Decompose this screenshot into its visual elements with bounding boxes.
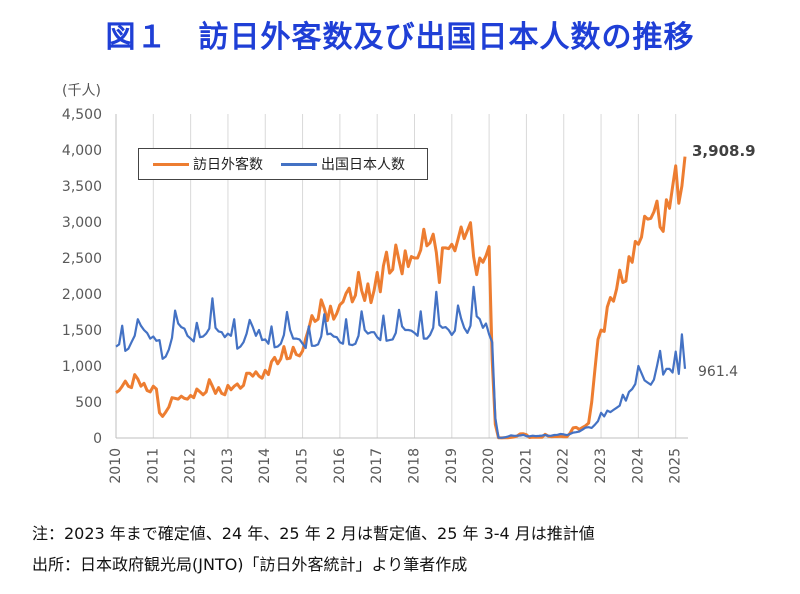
y-tick-label: 2,500 <box>62 251 102 267</box>
y-tick-label: 1,500 <box>62 323 102 339</box>
note-line-2: 出所：日本政府観光局(JNTO)「訪日外客統計」より筆者作成 <box>32 555 468 574</box>
x-tick-label: 2018 <box>406 448 422 484</box>
legend-item-inbound: 訪日外客数 <box>153 154 263 174</box>
y-tick-label: 3,500 <box>62 179 102 195</box>
x-tick-label: 2011 <box>145 448 161 484</box>
legend-swatch-outbound <box>281 162 317 166</box>
end-label-outbound: 961.4 <box>698 364 739 380</box>
x-tick-label: 2017 <box>369 448 385 484</box>
y-tick-label: 3,000 <box>62 215 102 231</box>
x-tick-label: 2014 <box>257 448 273 484</box>
chart-legend: 訪日外客数 出国日本人数 <box>138 148 428 180</box>
x-tick-label: 2013 <box>220 448 236 484</box>
axis-layer: 0 500 1,000 1,500 2,000 2,500 3,000 3,500 4,000 4… <box>62 107 688 484</box>
x-tick-label: 2023 <box>593 448 609 484</box>
chart-title: 図１ 訪日外客数及び出国日本人数の推移 <box>105 20 695 55</box>
y-tick-label: 500 <box>75 395 102 411</box>
x-tick-label: 2024 <box>630 448 646 484</box>
x-tick-label: 2022 <box>556 448 572 484</box>
series-layer <box>115 156 687 440</box>
x-tick-label: 2025 <box>668 448 684 484</box>
y-tick-label: 1,000 <box>62 359 102 375</box>
y-axis-unit-label: (千人) <box>62 83 101 99</box>
series-line-inbound <box>115 156 687 440</box>
note-line-1: 注：2023 年まで確定値、24 年、25 年 2 月は暫定値、25 年 3-4… <box>32 524 595 543</box>
x-tick-label: 2020 <box>481 448 497 484</box>
y-tick-label: 0 <box>93 431 102 447</box>
x-tick-label: 2015 <box>295 448 311 484</box>
y-tick-label: 2,000 <box>62 287 102 303</box>
series-line-outbound <box>115 285 687 439</box>
legend-label-outbound: 出国日本人数 <box>321 157 405 173</box>
x-tick-label: 2012 <box>183 448 199 484</box>
y-tick-label: 4,000 <box>62 143 102 159</box>
legend-swatch-inbound <box>153 162 189 166</box>
y-tick-label: 4,500 <box>62 107 102 123</box>
x-tick-label: 2016 <box>332 448 348 484</box>
end-label-inbound: 3,908.9 <box>692 142 756 160</box>
x-tick-label: 2021 <box>518 448 534 484</box>
legend-item-outbound: 出国日本人数 <box>281 154 405 174</box>
legend-label-inbound: 訪日外客数 <box>193 157 263 173</box>
x-tick-label: 2019 <box>444 448 460 484</box>
x-tick-label: 2010 <box>108 448 124 484</box>
